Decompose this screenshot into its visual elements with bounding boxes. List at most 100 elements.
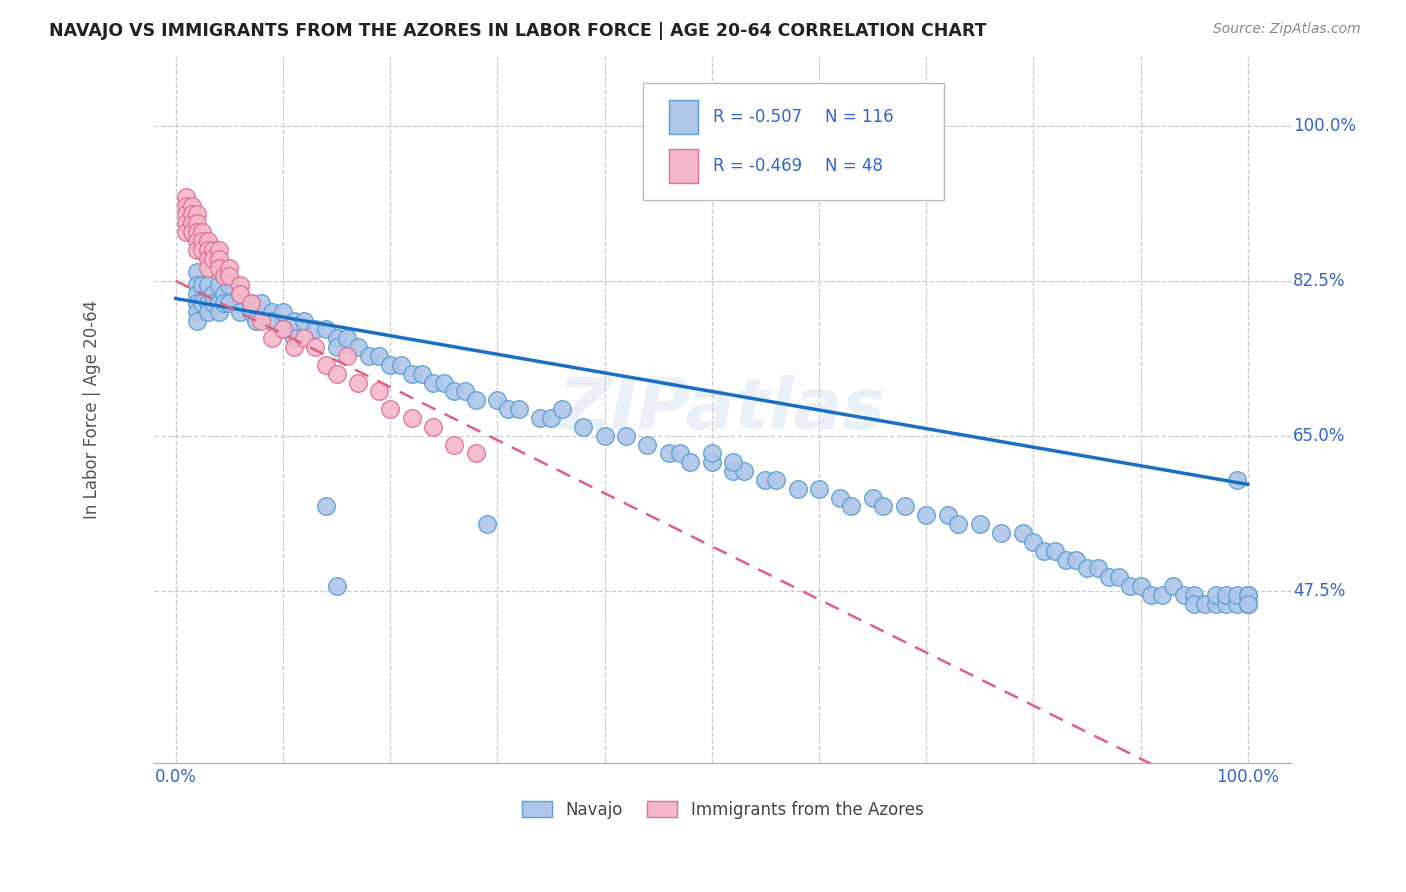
Point [262, 331, 284, 345]
Point [186, 207, 208, 221]
Point [700, 455, 723, 469]
Point [271, 322, 294, 336]
Point [389, 358, 412, 372]
Point [1108, 570, 1130, 584]
Point [202, 296, 225, 310]
Point [1205, 597, 1227, 611]
Point [336, 331, 359, 345]
Point [186, 225, 208, 239]
Legend: Navajo, Immigrants from the Azores: Navajo, Immigrants from the Azores [515, 794, 931, 826]
Point [180, 198, 202, 212]
Point [357, 349, 380, 363]
Point [464, 446, 486, 460]
Point [723, 464, 745, 478]
Point [1011, 526, 1033, 541]
Point [202, 287, 225, 301]
Point [191, 234, 214, 248]
Point [176, 198, 198, 212]
Point [304, 322, 326, 336]
Point [422, 420, 444, 434]
Point [862, 491, 884, 505]
Point [454, 384, 477, 399]
Point [347, 340, 370, 354]
Text: 100.0%: 100.0% [1294, 117, 1355, 135]
Point [915, 508, 938, 523]
Point [1022, 534, 1045, 549]
Text: NAVAJO VS IMMIGRANTS FROM THE AZORES IN LABOR FORCE | AGE 20-64 CORRELATION CHAR: NAVAJO VS IMMIGRANTS FROM THE AZORES IN … [49, 22, 987, 40]
Point [443, 384, 465, 399]
Point [464, 393, 486, 408]
Point [229, 287, 252, 301]
Text: In Labor Force | Age 20-64: In Labor Force | Age 20-64 [83, 300, 101, 518]
Point [207, 260, 229, 275]
Point [347, 376, 370, 390]
Point [1194, 597, 1216, 611]
Point [496, 402, 519, 417]
Point [218, 296, 240, 310]
Point [969, 517, 991, 532]
Point [191, 278, 214, 293]
Point [1237, 588, 1260, 602]
Point [1066, 552, 1088, 566]
Point [1215, 597, 1237, 611]
Point [325, 579, 347, 593]
Point [180, 207, 202, 221]
Point [614, 428, 637, 442]
FancyBboxPatch shape [669, 149, 697, 183]
Point [304, 340, 326, 354]
Text: Source: ZipAtlas.com: Source: ZipAtlas.com [1213, 22, 1361, 37]
Text: 82.5%: 82.5% [1294, 272, 1346, 290]
Point [1033, 543, 1056, 558]
Point [765, 473, 787, 487]
Point [197, 305, 219, 319]
Point [186, 243, 208, 257]
Point [180, 216, 202, 230]
Point [990, 526, 1012, 541]
Point [262, 305, 284, 319]
Point [229, 287, 252, 301]
Point [197, 234, 219, 248]
Point [1173, 588, 1195, 602]
Point [700, 446, 723, 460]
Point [1054, 552, 1077, 566]
Point [433, 376, 456, 390]
Point [197, 260, 219, 275]
Point [1237, 597, 1260, 611]
Point [1237, 597, 1260, 611]
Point [186, 265, 208, 279]
Point [550, 402, 572, 417]
Point [250, 296, 273, 310]
Point [250, 313, 273, 327]
Point [207, 296, 229, 310]
Text: N = 48: N = 48 [825, 157, 883, 176]
Text: 47.5%: 47.5% [1294, 582, 1346, 599]
Point [176, 225, 198, 239]
Point [283, 340, 305, 354]
Point [229, 305, 252, 319]
Point [679, 455, 702, 469]
Point [839, 500, 862, 514]
Point [508, 402, 530, 417]
Point [207, 305, 229, 319]
Point [636, 437, 658, 451]
Point [401, 411, 423, 425]
Point [271, 305, 294, 319]
Point [1140, 588, 1163, 602]
Point [186, 234, 208, 248]
Point [325, 340, 347, 354]
Point [593, 428, 616, 442]
Point [422, 376, 444, 390]
Point [229, 278, 252, 293]
Point [197, 252, 219, 266]
Point [1182, 597, 1205, 611]
Point [191, 243, 214, 257]
Point [1076, 561, 1098, 575]
FancyBboxPatch shape [669, 100, 697, 134]
Point [378, 358, 401, 372]
Point [197, 243, 219, 257]
Point [401, 367, 423, 381]
Point [197, 278, 219, 293]
Point [1043, 543, 1066, 558]
Point [218, 278, 240, 293]
Point [658, 446, 681, 460]
